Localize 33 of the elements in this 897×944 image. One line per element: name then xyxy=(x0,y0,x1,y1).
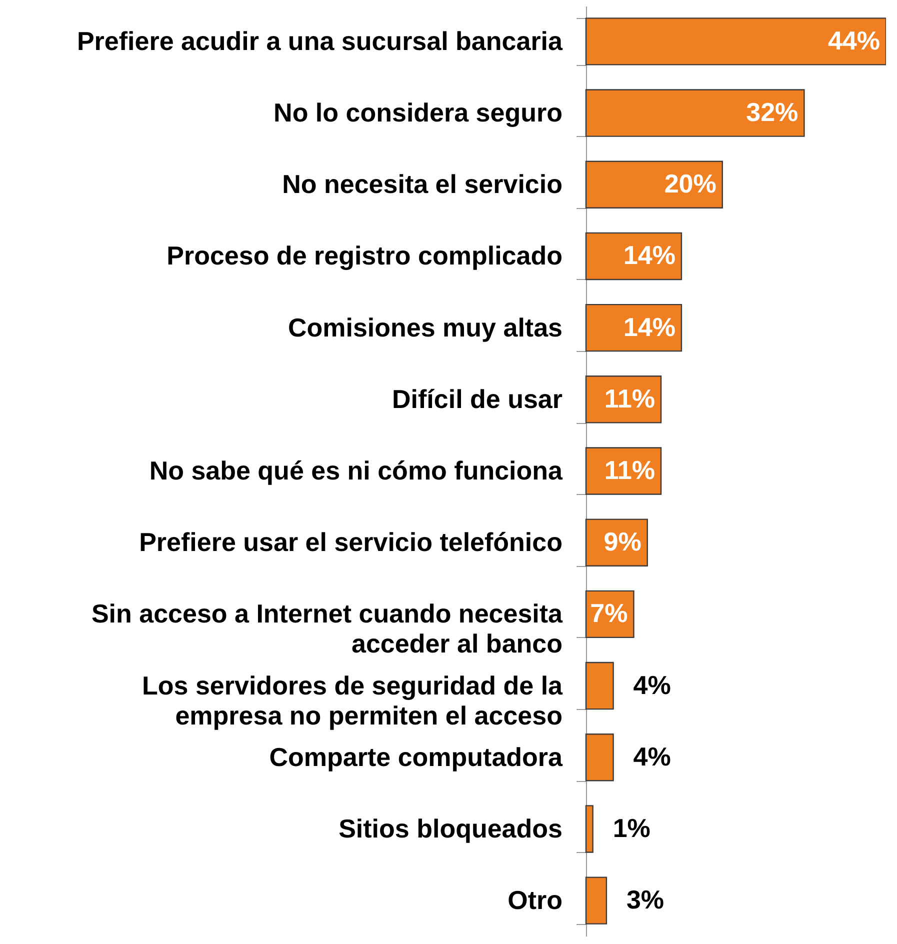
data-label: 14% xyxy=(623,312,676,342)
data-label: 11% xyxy=(604,383,655,414)
data-label: 44% xyxy=(828,25,880,56)
bar xyxy=(585,805,594,853)
data-label: 4% xyxy=(633,670,671,700)
y-tick-label: Sitios bloqueados xyxy=(338,813,562,844)
bar xyxy=(585,18,886,66)
data-label: 7% xyxy=(590,598,628,628)
data-label: 14% xyxy=(623,240,676,270)
y-tick-label: Difícil de usar xyxy=(392,384,562,414)
bar xyxy=(585,160,723,208)
y-tick-label: Los servidores de seguridad de la empresa no permiten el acceso xyxy=(142,670,564,730)
bar xyxy=(585,734,614,782)
y-tick-label: Prefiere acudir a una sucursal bancaria xyxy=(76,26,564,56)
data-label: 3% xyxy=(626,884,664,915)
y-tick-label: Proceso de registro complicado xyxy=(166,240,562,271)
y-tick-label: No lo considera seguro xyxy=(274,98,562,128)
data-label: 9% xyxy=(604,526,642,557)
data-label: 11% xyxy=(604,455,655,485)
y-tick-label: No sabe qué es ni cómo funciona xyxy=(149,456,564,486)
data-label: 32% xyxy=(746,97,798,128)
bar xyxy=(585,89,805,137)
y-tick-label: No necesita el servicio xyxy=(282,169,562,200)
y-tick-label: Comisiones muy altas xyxy=(288,312,562,342)
y-tick-label: Otro xyxy=(508,885,562,916)
y-tick-label: Sin acceso a Internet cuando necesita acceder al banco xyxy=(91,598,564,659)
bar xyxy=(585,876,608,924)
y-tick-label: Prefiere usar el servicio telefónico xyxy=(139,527,562,558)
bar xyxy=(585,662,614,710)
data-label: 20% xyxy=(664,168,716,199)
data-label: 4% xyxy=(633,741,671,772)
y-tick-label: Comparte computadora xyxy=(269,742,564,772)
data-label: 1% xyxy=(612,812,650,843)
